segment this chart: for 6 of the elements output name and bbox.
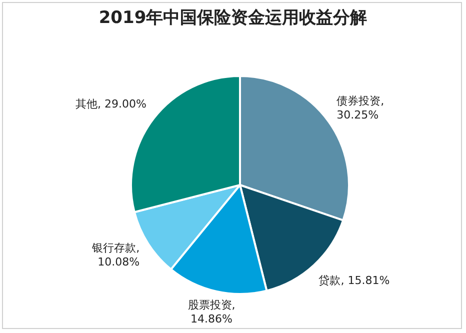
slice-label: 贷款, 15.81%: [318, 274, 390, 288]
slice-label: 债券投资, 30.25%: [336, 94, 384, 122]
slice-label: 其他, 29.00%: [76, 98, 146, 111]
slice-label: 银行存款, 10.08%: [91, 241, 140, 268]
chart-title: 2019年中国保险资金运用收益分解: [98, 7, 368, 29]
slice-label: 股票投资, 14.86%: [188, 298, 236, 326]
